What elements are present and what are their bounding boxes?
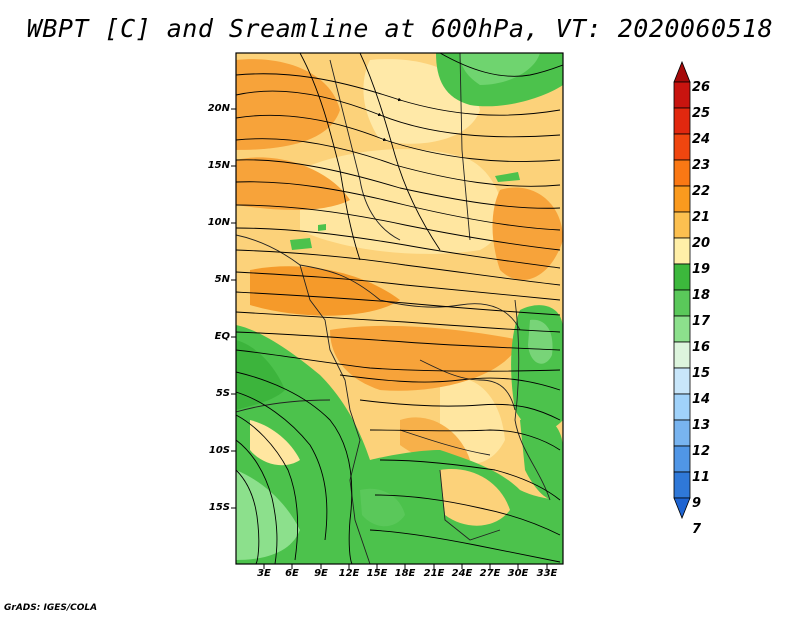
y-tick-label: 5N (214, 274, 230, 285)
y-tick-label: 10S (208, 445, 230, 456)
colorbar-label: 26 (692, 80, 711, 95)
colorbar-segment (673, 237, 691, 265)
x-tick-label: 3E (257, 568, 271, 579)
y-tick-label: 20N (207, 103, 230, 114)
colorbar-top-arrow (673, 60, 691, 83)
colorbar-segment (673, 81, 691, 109)
y-tick-label: 10N (207, 217, 230, 228)
x-tick-label: 15E (366, 568, 388, 579)
colorbar-segment (673, 159, 691, 187)
streamlines (236, 53, 563, 564)
colorbar-label: 18 (692, 288, 711, 303)
colorbar-label: 11 (692, 470, 711, 485)
colorbar-label: 20 (692, 236, 711, 251)
x-tick-label: 18E (394, 568, 416, 579)
x-tick-label: 12E (338, 568, 360, 579)
colorbar-label: 22 (692, 184, 711, 199)
colorbar-segment (673, 445, 691, 473)
x-tick-label: 30E (507, 568, 529, 579)
colorbar-bottom-arrow (673, 497, 691, 520)
y-tick-label: 15N (207, 160, 230, 171)
colorbar-segment (673, 107, 691, 135)
colorbar-label: 7 (692, 522, 702, 537)
colorbar-label: 12 (692, 444, 711, 459)
grads-credit: GrADS: IGES/COLA (4, 603, 98, 613)
colorbar-segment (673, 419, 691, 447)
colorbar-label: 25 (692, 106, 711, 121)
colorbar-segment (673, 211, 691, 239)
y-tick-label: 15S (208, 502, 230, 513)
map-title: WBPT [C] and Sreamline at 600hPa, VT: 20… (26, 14, 774, 43)
colorbar-label: 14 (692, 392, 711, 407)
colorbar-segment (673, 185, 691, 213)
colorbar-segment (673, 341, 691, 369)
colorbar-label: 21 (692, 210, 711, 225)
colorbar-segment (673, 289, 691, 317)
colorbar-label: 17 (692, 314, 711, 329)
x-tick-label: 21E (423, 568, 445, 579)
y-tick-label: EQ (214, 331, 230, 342)
colorbar-segment (673, 367, 691, 395)
colorbar-segment (673, 263, 691, 291)
colorbar-label: 16 (692, 340, 711, 355)
x-tick-label: 6E (285, 568, 299, 579)
x-tick-label: 33E (536, 568, 558, 579)
colorbar-label: 24 (692, 132, 711, 147)
shaded-field (236, 53, 563, 564)
colorbar-label: 9 (692, 496, 702, 511)
colorbar-segment (673, 471, 691, 499)
x-tick-label: 27E (479, 568, 501, 579)
colorbar-label: 23 (692, 158, 711, 173)
country-borders (236, 53, 551, 564)
colorbar-segment (673, 315, 691, 343)
map-frame (235, 52, 564, 565)
colorbar-label: 19 (692, 262, 711, 277)
colorbar (673, 60, 691, 520)
colorbar-segment (673, 133, 691, 161)
colorbar-segment (673, 393, 691, 421)
y-tick-label: 5S (215, 388, 230, 399)
tick-marks (231, 108, 548, 569)
colorbar-label: 13 (692, 418, 711, 433)
colorbar-label: 15 (692, 366, 711, 381)
x-tick-label: 24E (451, 568, 473, 579)
x-tick-label: 9E (314, 568, 328, 579)
